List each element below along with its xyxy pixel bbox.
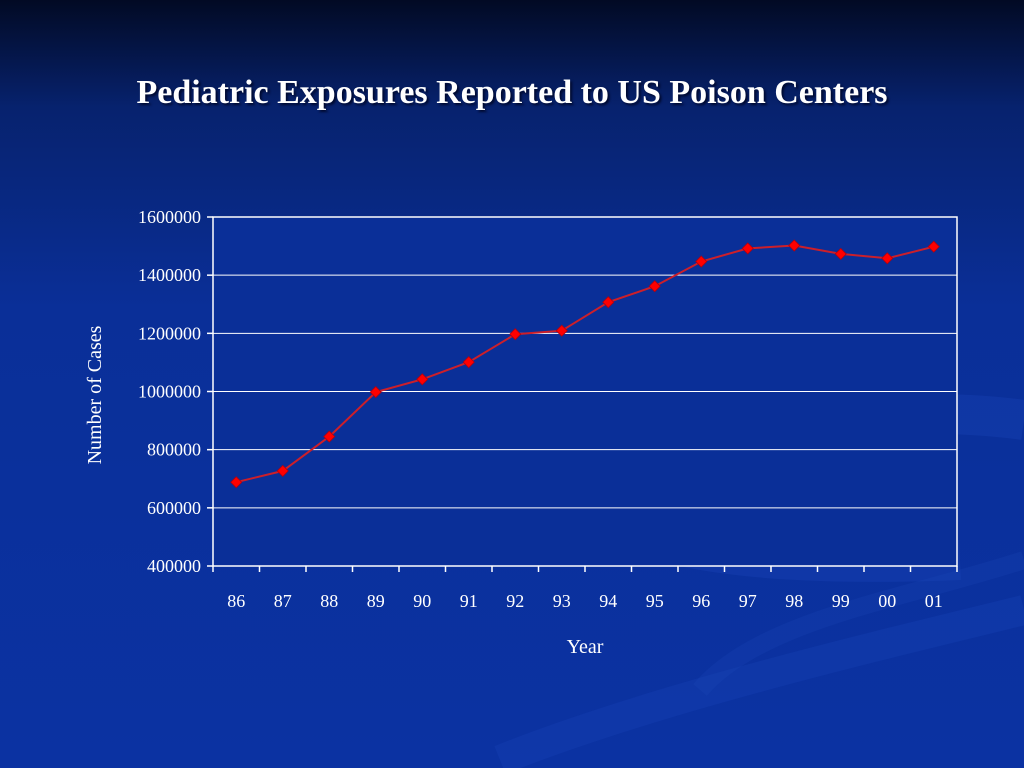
x-tick-label: 90 <box>413 591 431 611</box>
x-axis-tick-labels: 86 87 88 89 90 91 92 93 94 95 96 97 98 99 00 01 <box>227 591 943 611</box>
data-point-98 <box>788 239 801 252</box>
y-tick-label: 1400000 <box>138 265 201 285</box>
x-tick-label: 86 <box>227 591 245 611</box>
data-point-99 <box>834 247 847 261</box>
x-axis-ticks <box>212 566 958 572</box>
x-tick-label: 98 <box>785 591 803 611</box>
y-tick-label: 600000 <box>147 498 201 518</box>
data-point-95 <box>648 280 661 293</box>
x-tick-label: 92 <box>506 591 524 611</box>
gridlines <box>213 274 957 509</box>
data-point-92 <box>509 328 522 341</box>
y-axis-ticks <box>207 216 213 567</box>
y-axis-tick-labels: 400000 600000 800000 1000000 1200000 1400000 1… <box>138 207 201 576</box>
x-tick-label: 01 <box>925 591 943 611</box>
data-point-89 <box>369 386 382 399</box>
data-point-96 <box>695 255 708 268</box>
y-axis-title: Number of Cases <box>84 325 106 464</box>
data-point-90 <box>416 373 429 386</box>
x-tick-label: 89 <box>367 591 385 611</box>
x-tick-label: 88 <box>320 591 338 611</box>
x-tick-label: 96 <box>692 591 710 611</box>
data-point-91 <box>462 356 475 369</box>
x-tick-label: 93 <box>553 591 571 611</box>
y-tick-label: 1000000 <box>138 382 201 402</box>
data-point-00 <box>881 252 894 265</box>
series-markers <box>230 239 940 489</box>
x-tick-label: 97 <box>739 591 757 611</box>
x-tick-label: 87 <box>274 591 292 611</box>
data-point-93 <box>555 324 568 337</box>
data-point-01 <box>927 240 940 253</box>
series-line <box>236 244 935 484</box>
x-tick-label: 99 <box>832 591 850 611</box>
data-point-87 <box>276 464 289 477</box>
data-point-97 <box>741 242 754 255</box>
data-point-86 <box>230 476 243 489</box>
x-tick-label: 91 <box>460 591 478 611</box>
x-axis-title: Year <box>567 636 604 658</box>
data-point-88 <box>323 430 336 443</box>
y-tick-label: 1600000 <box>138 207 201 227</box>
y-tick-label: 400000 <box>147 556 201 576</box>
slide-title: Pediatric Exposures Reported to US Poiso… <box>136 74 888 111</box>
x-tick-label: 95 <box>646 591 664 611</box>
y-tick-label: 1200000 <box>138 323 201 343</box>
x-tick-label: 00 <box>878 591 896 611</box>
data-point-94 <box>602 296 615 309</box>
x-tick-label: 94 <box>599 591 617 611</box>
y-tick-label: 800000 <box>147 440 201 460</box>
series-line-path <box>236 244 935 484</box>
